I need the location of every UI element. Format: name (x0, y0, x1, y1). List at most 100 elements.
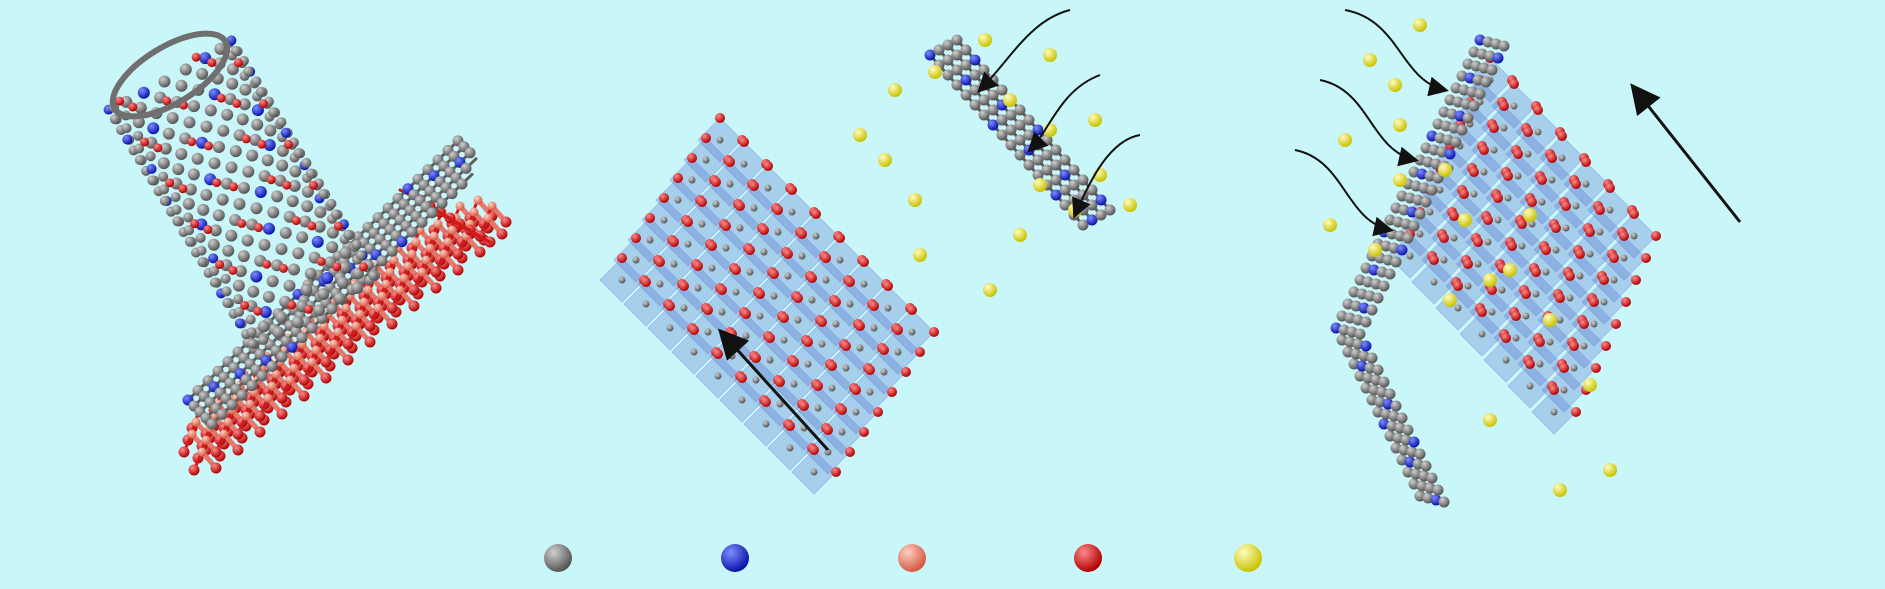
atom-c (1014, 104, 1026, 116)
atom-o (1557, 131, 1567, 141)
atom-s (363, 285, 373, 295)
atom-c (275, 243, 288, 256)
atom-c (226, 77, 239, 90)
red-sphere-icon (1074, 544, 1102, 572)
atom-c (842, 364, 850, 372)
atom-o (304, 304, 314, 314)
atom-s (439, 249, 449, 259)
atom-o (1469, 167, 1479, 177)
atom-c (694, 284, 702, 292)
atom-c (121, 123, 132, 134)
atom-c (736, 224, 744, 232)
atom-c (1023, 114, 1035, 126)
atom-c (680, 304, 688, 312)
atom-c (288, 179, 301, 192)
atom-c (1548, 176, 1556, 184)
atom-c (1077, 219, 1089, 231)
atom-c (1059, 184, 1071, 196)
atom-n (280, 127, 291, 138)
atom-c (722, 244, 730, 252)
atom-c (175, 148, 188, 161)
atom-o (775, 377, 785, 387)
atom-c (109, 114, 120, 125)
atom-n (137, 86, 150, 99)
atom-c (236, 389, 248, 401)
atom-s (351, 321, 361, 331)
atom-c (698, 220, 706, 228)
atom-o (793, 293, 803, 303)
atom-c (217, 124, 230, 137)
atom-s (285, 375, 295, 385)
atom-n (263, 139, 276, 152)
atom-c (1566, 294, 1574, 302)
atom-c (1068, 164, 1080, 176)
atom-c (304, 267, 317, 280)
atom-c (197, 203, 210, 216)
atom-o (859, 427, 869, 437)
atom-c (1484, 238, 1492, 246)
atom-c (305, 168, 316, 179)
atom-o (233, 58, 243, 68)
atom-o (715, 113, 725, 123)
atom-c (232, 279, 245, 292)
atom-c (794, 316, 802, 324)
atom-o (701, 133, 711, 143)
atom-c (1542, 268, 1550, 276)
atom-c (818, 340, 826, 348)
atom-c (860, 280, 868, 288)
atom-c (292, 247, 305, 260)
atom-o (1493, 193, 1503, 203)
atom-o (855, 321, 865, 331)
atom-y (913, 248, 927, 262)
atom-c (1014, 119, 1026, 131)
atom-legend (544, 544, 1262, 572)
atom-o (386, 318, 398, 330)
atom-c (351, 239, 362, 250)
atom-o (741, 309, 751, 319)
atom-c (134, 155, 145, 166)
atom-c (987, 104, 999, 116)
atom-o (659, 193, 669, 203)
atom-c (1366, 352, 1378, 364)
atom-y (1543, 313, 1557, 327)
atom-s (469, 207, 479, 217)
atom-o (128, 102, 138, 112)
atom-o (787, 185, 797, 195)
atom-s (359, 297, 369, 307)
atom-c (1538, 198, 1546, 206)
atom-c (216, 193, 229, 206)
atom-o (831, 467, 841, 477)
atom-c (1406, 252, 1414, 260)
atom-y (1483, 273, 1497, 287)
atom-c (246, 149, 259, 162)
atom-o (496, 228, 508, 240)
atom-c (276, 117, 287, 128)
atom-c (275, 311, 288, 324)
atom-c (1470, 190, 1478, 198)
atom-c (1580, 342, 1588, 350)
atom-o (1601, 341, 1611, 351)
atom-c (229, 145, 242, 158)
atom-n (396, 236, 408, 248)
atom-o (452, 248, 464, 260)
atom-c (261, 154, 274, 167)
atom-o (500, 216, 512, 228)
atom-o (1463, 259, 1473, 269)
atom-c (286, 195, 299, 208)
atom-o (1489, 123, 1499, 133)
atom-s (271, 369, 281, 379)
atom-o (679, 281, 689, 291)
atom-c (225, 161, 238, 174)
atom-c (766, 356, 774, 364)
atom-s (311, 345, 321, 355)
atom-c (175, 79, 188, 92)
atom-o (739, 137, 749, 147)
atom-c (230, 46, 241, 57)
atom-c (660, 216, 668, 224)
atom-o (258, 99, 268, 109)
atom-c (756, 312, 764, 320)
atom-o (745, 245, 755, 255)
atom-o (203, 225, 213, 235)
atom-s (201, 435, 211, 445)
atom-c (256, 370, 268, 382)
